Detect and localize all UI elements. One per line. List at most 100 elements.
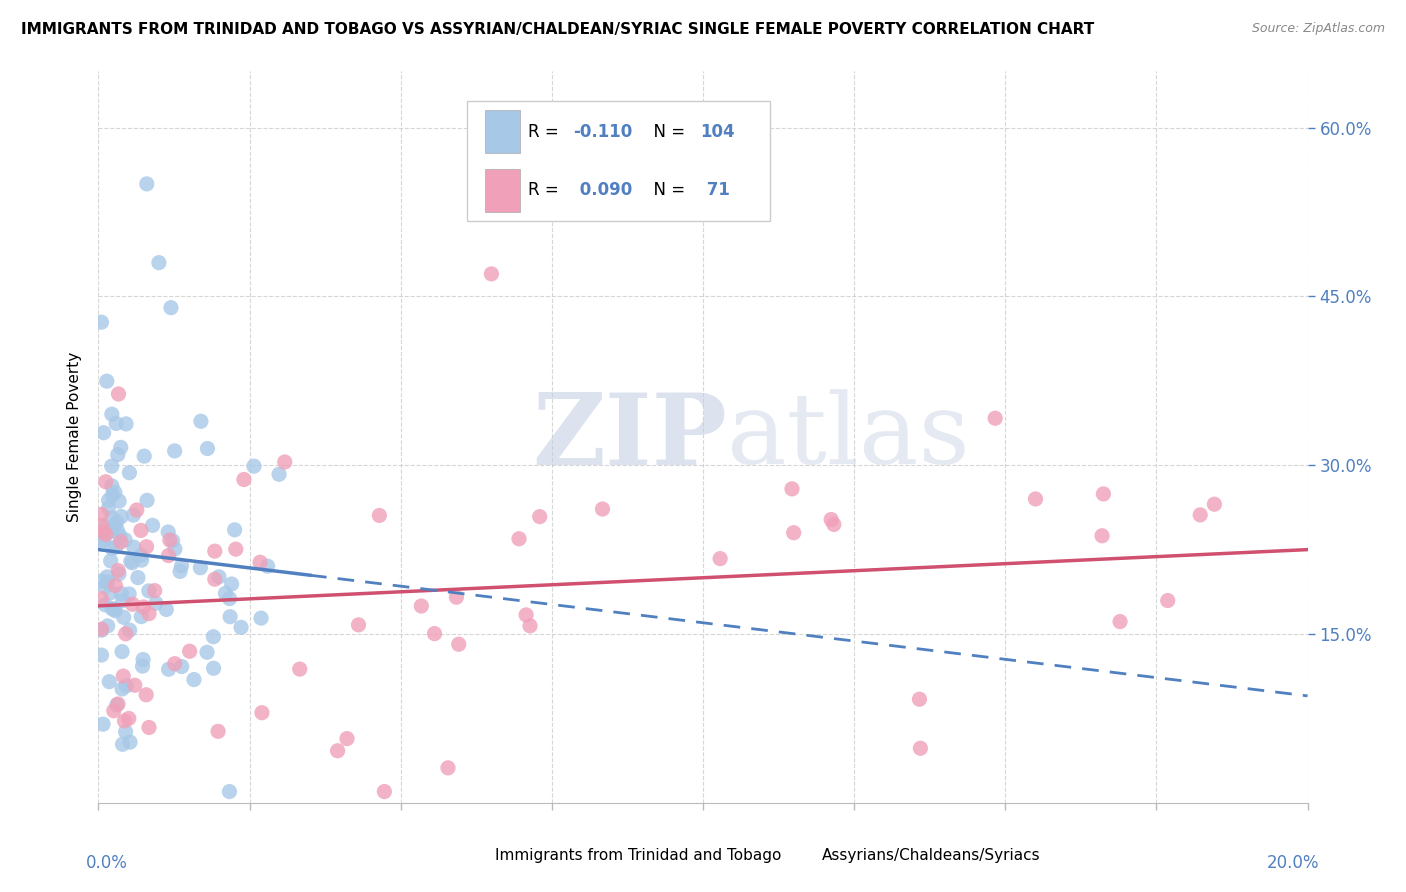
Point (110, 586, 132, 600)
Point (90, 533, 112, 548)
Point (94, 475, 117, 489)
Text: 20.0%: 20.0% (1267, 854, 1320, 872)
Point (221, 577, 243, 591)
Point (142, 518, 165, 533)
Point (124, 678, 146, 692)
Point (118, 711, 141, 725)
Point (170, 558, 193, 573)
Point (118, 735, 141, 749)
Point (108, 529, 131, 543)
Point (138, 607, 160, 621)
Point (125, 503, 148, 517)
Point (190, 414, 212, 428)
Text: R =: R = (527, 181, 564, 199)
Point (114, 724, 136, 739)
Point (233, 473, 256, 487)
Point (131, 553, 153, 567)
Point (111, 737, 134, 751)
Point (131, 659, 153, 673)
Point (709, 551, 731, 566)
Point (163, 443, 186, 458)
Point (98, 674, 121, 689)
Point (207, 724, 229, 739)
Point (91, 533, 114, 548)
Point (129, 524, 152, 538)
Point (159, 533, 181, 547)
Point (204, 572, 226, 586)
FancyBboxPatch shape (458, 844, 491, 869)
Point (243, 459, 266, 474)
Point (100, 523, 122, 537)
Point (132, 652, 155, 666)
Point (823, 517, 845, 532)
Point (508, 532, 530, 546)
Point (274, 455, 297, 469)
Point (101, 601, 124, 615)
Point (107, 564, 129, 578)
Point (1024, 491, 1046, 506)
Point (219, 609, 242, 624)
Point (112, 669, 135, 683)
Point (103, 518, 125, 533)
Point (118, 623, 141, 637)
Point (111, 593, 134, 607)
Point (135, 177, 157, 191)
Point (267, 467, 290, 482)
Point (90, 591, 112, 606)
Point (115, 679, 138, 693)
Point (481, 267, 503, 281)
Point (90, 574, 112, 588)
Point (104, 540, 127, 554)
Point (163, 541, 186, 556)
Text: N =: N = (643, 181, 690, 199)
Point (368, 508, 391, 523)
Point (197, 442, 219, 456)
Point (111, 645, 134, 659)
Point (122, 540, 145, 554)
Text: ZIP: ZIP (533, 389, 727, 485)
Point (110, 441, 132, 455)
Point (250, 706, 273, 720)
Text: IMMIGRANTS FROM TRINIDAD AND TOBAGO VS ASSYRIAN/CHALDEAN/SYRIAC SINGLE FEMALE PO: IMMIGRANTS FROM TRINIDAD AND TOBAGO VS A… (21, 22, 1094, 37)
Point (136, 493, 159, 508)
Point (218, 784, 240, 798)
Point (101, 488, 124, 502)
Point (515, 607, 537, 622)
Point (910, 741, 932, 756)
Point (90, 622, 112, 636)
Point (437, 761, 460, 775)
Point (1092, 487, 1115, 501)
Point (225, 542, 247, 557)
Point (120, 554, 142, 568)
Point (135, 688, 157, 702)
Point (592, 502, 614, 516)
Point (93, 524, 115, 539)
Point (157, 662, 180, 676)
Point (97, 493, 120, 508)
Point (114, 627, 136, 641)
Text: 71: 71 (700, 181, 730, 199)
Point (780, 482, 803, 496)
Point (110, 534, 132, 549)
Point (101, 407, 124, 421)
Point (100, 585, 122, 599)
Point (108, 566, 131, 581)
Y-axis label: Single Female Poverty: Single Female Poverty (67, 352, 83, 522)
Point (129, 549, 152, 563)
Point (96, 575, 118, 590)
Point (121, 597, 143, 611)
Point (160, 301, 183, 315)
Point (112, 610, 135, 624)
Point (224, 523, 246, 537)
Point (90, 648, 112, 662)
Text: Immigrants from Trinidad and Tobago: Immigrants from Trinidad and Tobago (495, 848, 782, 863)
Point (157, 549, 180, 563)
Point (195, 645, 218, 659)
Point (107, 448, 129, 462)
Point (423, 626, 446, 640)
Point (143, 583, 166, 598)
Point (148, 255, 170, 269)
Point (170, 659, 193, 673)
Point (111, 681, 134, 696)
Point (129, 609, 152, 624)
